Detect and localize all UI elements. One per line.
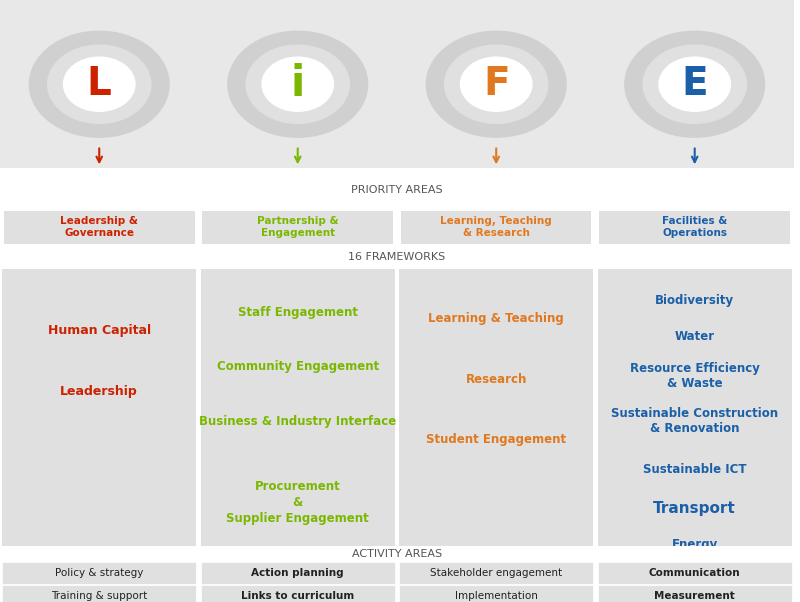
Text: i: i (290, 63, 305, 105)
Text: Links to curriculum: Links to curriculum (241, 591, 354, 601)
Circle shape (30, 31, 169, 137)
Circle shape (69, 61, 130, 107)
Text: Resource Efficiency
& Waste: Resource Efficiency & Waste (630, 362, 760, 390)
FancyBboxPatch shape (2, 562, 196, 583)
Text: Transport: Transport (654, 501, 736, 516)
Circle shape (246, 45, 350, 123)
FancyBboxPatch shape (399, 269, 593, 559)
Text: Action planning: Action planning (251, 568, 344, 578)
Circle shape (48, 45, 151, 123)
FancyBboxPatch shape (201, 585, 394, 602)
Circle shape (659, 57, 730, 111)
FancyBboxPatch shape (598, 562, 791, 583)
Text: Sustainable ICT: Sustainable ICT (643, 463, 746, 476)
Text: Water: Water (674, 330, 714, 343)
Circle shape (665, 61, 725, 107)
FancyBboxPatch shape (399, 562, 593, 583)
FancyBboxPatch shape (399, 585, 593, 602)
Text: 16 FRAMEWORKS: 16 FRAMEWORKS (348, 252, 446, 262)
Circle shape (461, 57, 532, 111)
FancyBboxPatch shape (598, 585, 791, 602)
Text: Business & Industry Interface: Business & Industry Interface (199, 415, 396, 427)
Text: ACTIVITY AREAS: ACTIVITY AREAS (352, 548, 442, 559)
Text: E: E (682, 65, 708, 103)
FancyBboxPatch shape (202, 211, 393, 244)
FancyBboxPatch shape (598, 269, 791, 559)
Text: Staff Engagement: Staff Engagement (238, 306, 358, 319)
Circle shape (625, 31, 765, 137)
FancyBboxPatch shape (599, 211, 790, 244)
Text: Learning & Teaching: Learning & Teaching (428, 312, 564, 325)
Circle shape (228, 31, 367, 137)
Text: Partnership &
Engagement: Partnership & Engagement (257, 216, 338, 238)
FancyBboxPatch shape (0, 169, 794, 214)
Text: F: F (483, 65, 510, 103)
Circle shape (426, 31, 566, 137)
Text: Human Capital: Human Capital (48, 324, 151, 337)
FancyBboxPatch shape (0, 245, 794, 269)
FancyBboxPatch shape (401, 211, 591, 244)
Text: Leadership: Leadership (60, 385, 138, 397)
FancyBboxPatch shape (4, 211, 194, 244)
Text: Learning, Teaching
& Research: Learning, Teaching & Research (440, 216, 552, 238)
FancyBboxPatch shape (2, 585, 196, 602)
Text: Facilities &
Operations: Facilities & Operations (662, 216, 727, 238)
Text: PRIORITY AREAS: PRIORITY AREAS (351, 185, 442, 194)
Circle shape (466, 61, 526, 107)
Text: Policy & strategy: Policy & strategy (55, 568, 143, 578)
Text: Stakeholder engagement: Stakeholder engagement (430, 568, 562, 578)
Text: Measurement: Measurement (654, 591, 735, 601)
Circle shape (267, 61, 328, 107)
Text: Community Engagement: Community Engagement (217, 361, 379, 373)
Circle shape (63, 57, 135, 111)
FancyBboxPatch shape (201, 562, 394, 583)
FancyBboxPatch shape (2, 269, 196, 559)
Text: Sustainable Construction
& Renovation: Sustainable Construction & Renovation (611, 407, 778, 435)
Circle shape (262, 57, 334, 111)
Text: Research: Research (466, 373, 527, 385)
Text: Communication: Communication (649, 568, 741, 578)
Text: Implementation: Implementation (454, 591, 538, 601)
FancyBboxPatch shape (0, 0, 794, 169)
Circle shape (643, 45, 746, 123)
FancyBboxPatch shape (0, 545, 794, 560)
Circle shape (445, 45, 548, 123)
FancyBboxPatch shape (201, 269, 394, 559)
Text: Biodiversity: Biodiversity (655, 294, 734, 307)
Text: Leadership &
Governance: Leadership & Governance (60, 216, 138, 238)
Text: Training & support: Training & support (51, 591, 147, 601)
Text: Student Engagement: Student Engagement (426, 433, 566, 445)
Text: Energy: Energy (671, 538, 718, 551)
Text: L: L (87, 65, 112, 103)
Text: Procurement
&
Supplier Engagement: Procurement & Supplier Engagement (226, 480, 369, 525)
